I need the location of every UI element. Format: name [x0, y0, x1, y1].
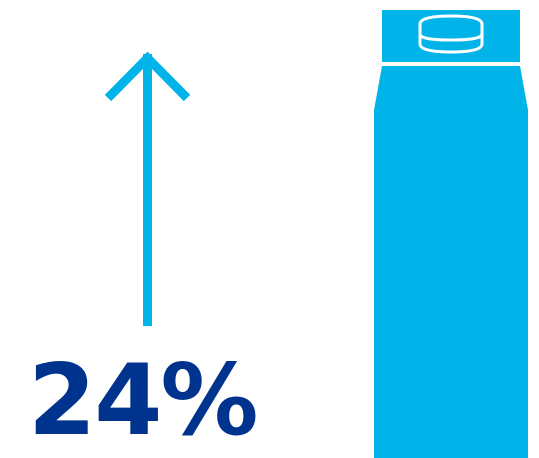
- arrow-up-icon: [104, 51, 191, 326]
- milk-carton-icon: [370, 10, 532, 458]
- stat-value: 24%: [28, 344, 259, 458]
